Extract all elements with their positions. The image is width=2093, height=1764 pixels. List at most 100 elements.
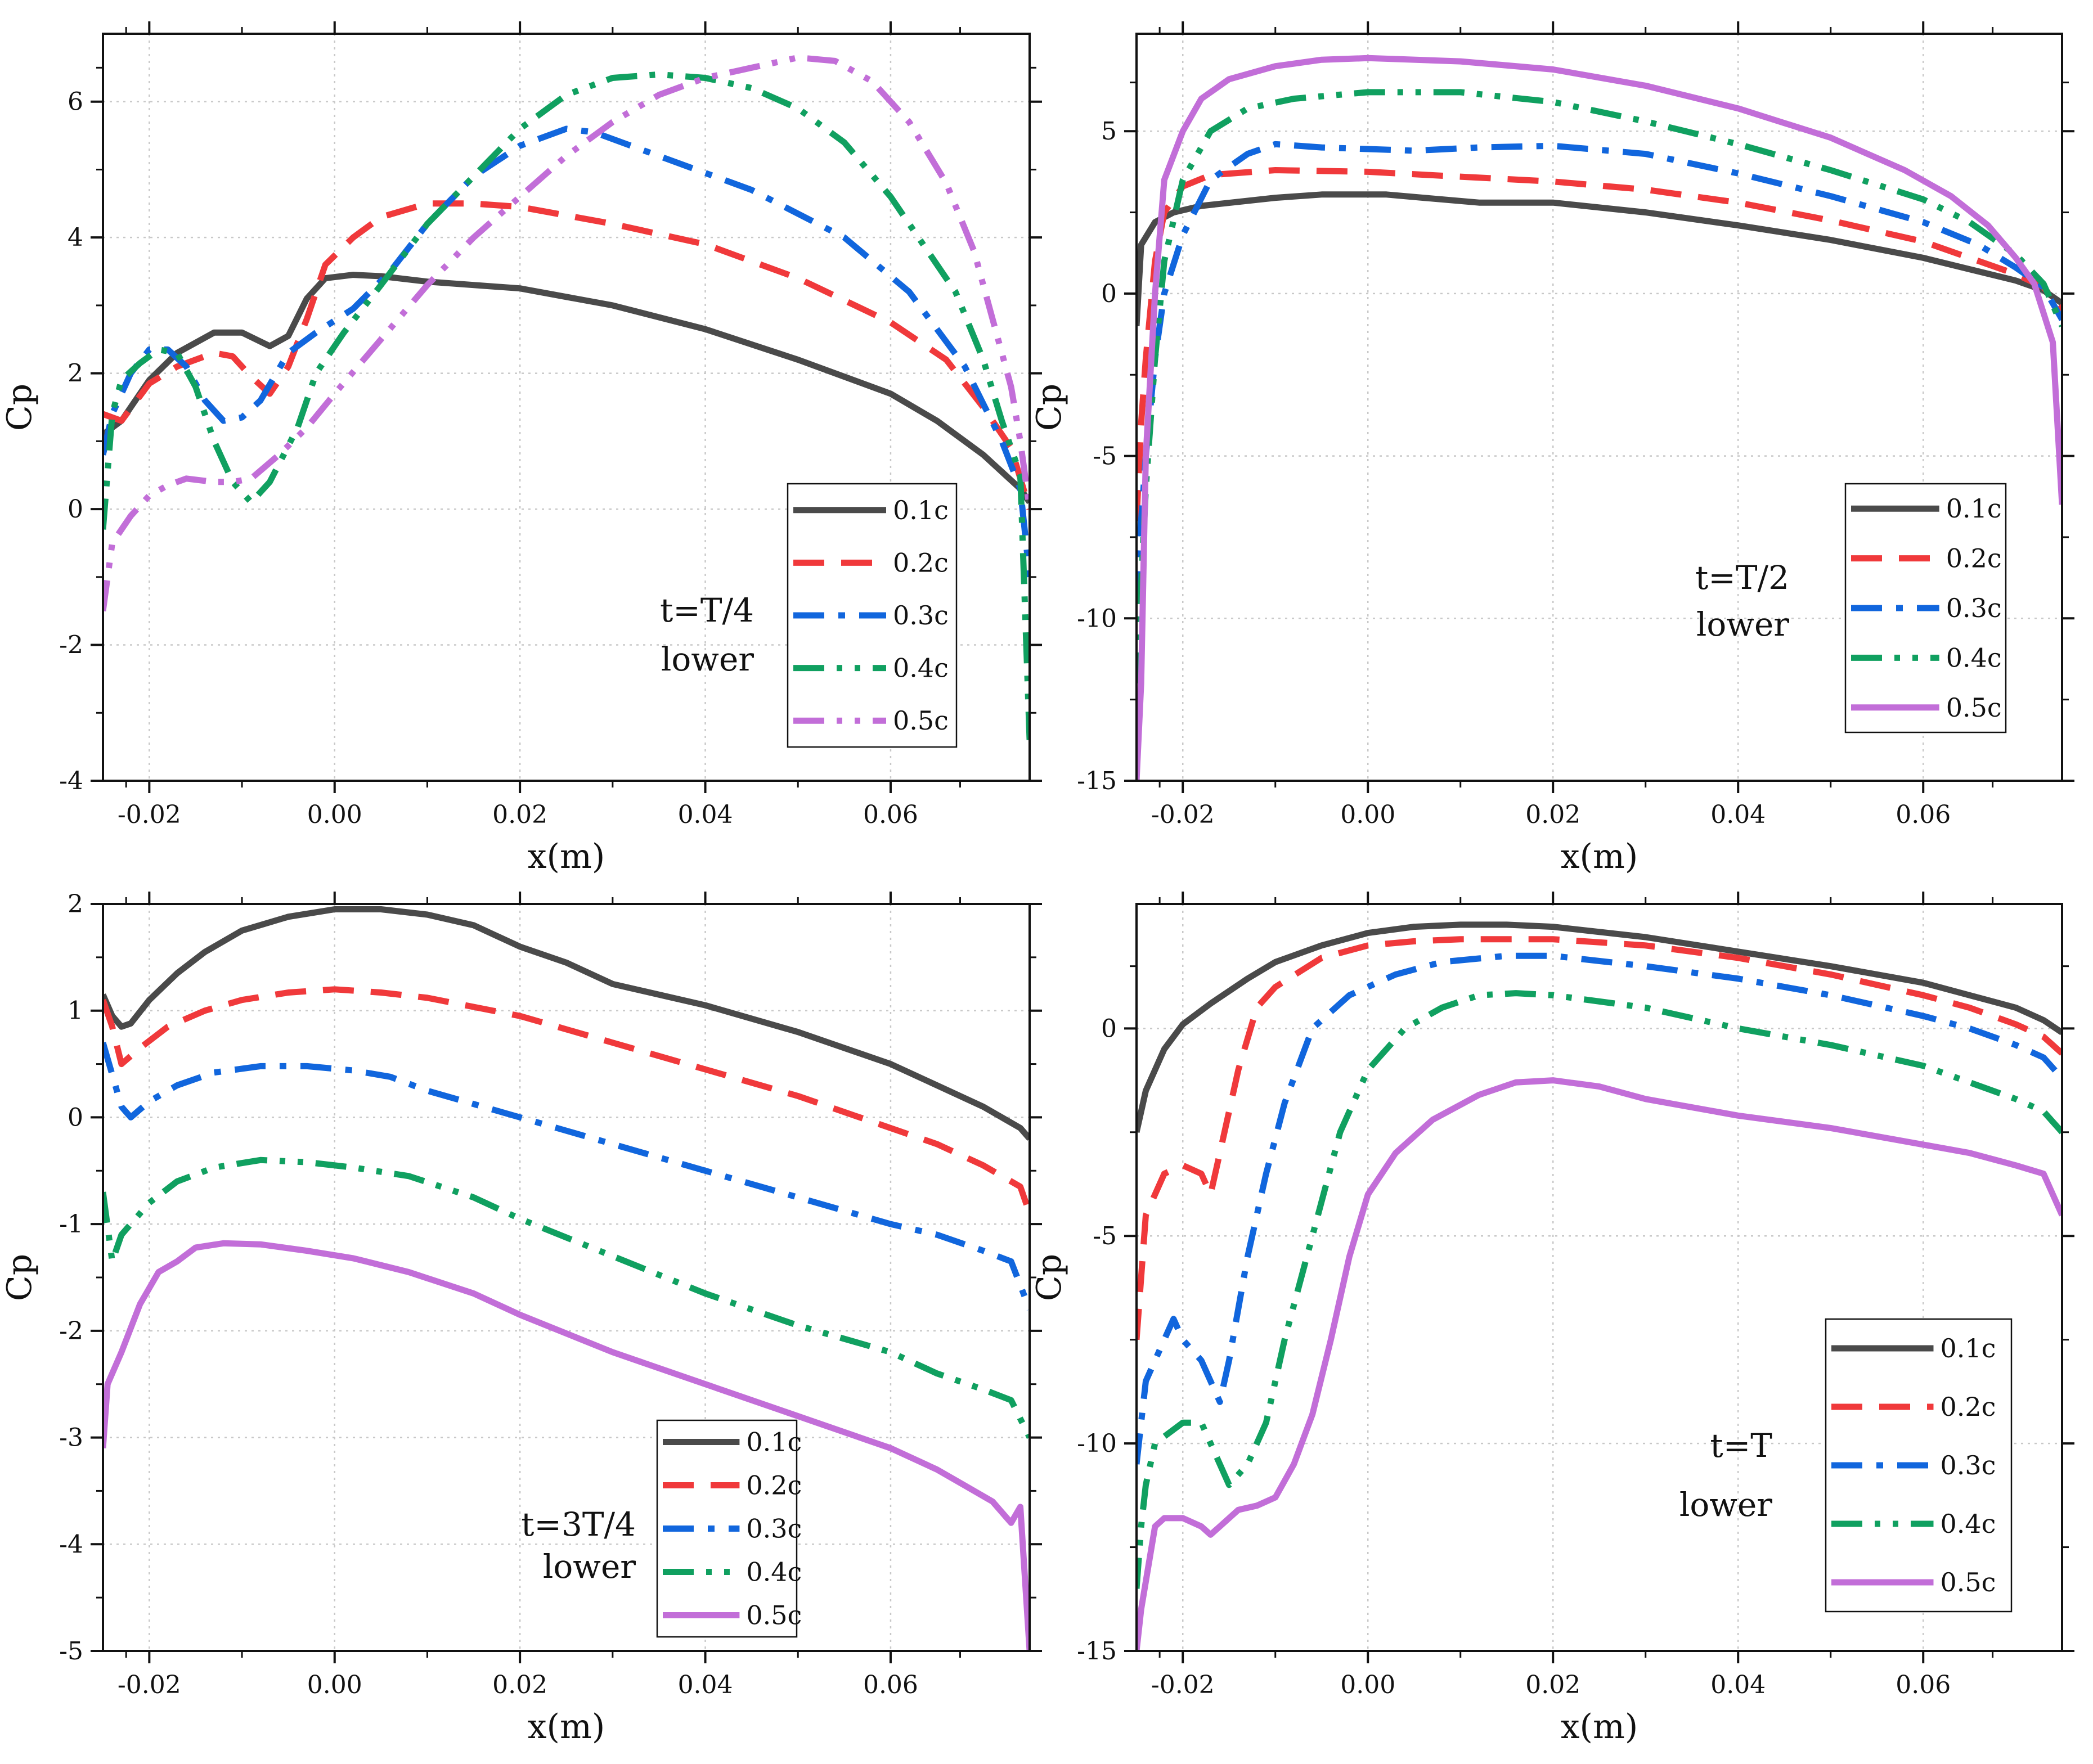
y-tick-label: 2 <box>68 890 83 919</box>
chart-panel-2: -0.02 0.00 0.02 0.04 0.06 -15 -10 -5 0 5 x(m) Cp t=T… <box>1030 21 2074 876</box>
series-line-0.4c <box>103 71 1030 740</box>
x-tick-label: 0.02 <box>492 1671 547 1699</box>
series-group <box>103 54 1030 740</box>
legend-label: 0.2c <box>1946 543 2002 574</box>
series-group <box>103 906 1030 1651</box>
annotation-text: lower <box>543 1547 636 1586</box>
y-tick-label: 0 <box>1101 280 1117 308</box>
chart-panel-1: -0.02 0.00 0.02 0.04 0.06 -4 -2 0 2 4 6 x(m) Cp t=T/4… <box>0 21 1042 876</box>
x-tick-label: 0.04 <box>678 800 733 829</box>
plot-frame <box>102 33 1031 782</box>
y-tick-label: -5 <box>59 1637 83 1666</box>
y-axis-label: Cp <box>1030 384 1069 431</box>
series-line-0.1c <box>103 272 1030 505</box>
legend: 0.1c 0.2c 0.3c 0.4c 0.5c <box>1825 1318 2013 1613</box>
y-axis-label: Cp <box>0 384 39 431</box>
y-tick-label: -10 <box>1077 1429 1117 1458</box>
legend-label: 0.3c <box>1946 593 2002 623</box>
series-line-0.2c <box>103 200 1030 510</box>
y-tick-label: -2 <box>59 631 83 660</box>
y-tick-label: 1 <box>68 997 83 1025</box>
legend-label: 0.4c <box>1941 1509 1996 1539</box>
legend: 0.1c 0.2c 0.3c 0.4c 0.5c <box>656 1419 802 1638</box>
y-tick-label: 6 <box>68 88 83 116</box>
y-tick-label: 0 <box>68 495 83 524</box>
y-tick-label: -4 <box>59 767 83 795</box>
x-axis-label: x(m) <box>1561 1707 1638 1747</box>
annotation-text: lower <box>1679 1486 1772 1524</box>
x-tick-label: 0.00 <box>1340 1671 1395 1699</box>
x-tick-label: 0.00 <box>307 800 362 829</box>
legend-label: 0.5c <box>1941 1567 1996 1598</box>
series-line-0.5c <box>1137 55 2062 781</box>
x-tick-label: 0.04 <box>1710 1671 1766 1699</box>
legend-label: 0.1c <box>746 1427 802 1457</box>
series-line-0.3c <box>103 1042 1030 1311</box>
legend-label: 0.2c <box>893 547 949 578</box>
legend-label: 0.1c <box>1946 493 2002 524</box>
x-tick-label: -0.02 <box>118 1671 181 1699</box>
legend-label: 0.4c <box>893 653 949 683</box>
x-axis-label: x(m) <box>528 1707 605 1747</box>
y-axis-label: Cp <box>1030 1254 1069 1301</box>
x-tick-label: 0.00 <box>307 1671 362 1699</box>
legend-label: 0.4c <box>1946 642 2002 673</box>
plot-frame <box>1135 33 2063 782</box>
y-tick-label: -15 <box>1077 767 1117 795</box>
chart-panel-4: -0.02 0.00 0.02 0.04 0.06 -15 -10 -5 0 x(m) Cp t=T l… <box>1030 892 2074 1747</box>
y-axis-label: Cp <box>0 1254 39 1301</box>
x-tick-label: 0.02 <box>1525 800 1580 829</box>
y-tick-label: -5 <box>1093 442 1117 471</box>
series-line-0.4c <box>103 1156 1030 1439</box>
legend-label: 0.3c <box>746 1514 802 1544</box>
x-tick-label: -0.02 <box>1151 1671 1215 1699</box>
y-tick-label: 5 <box>1101 117 1117 146</box>
legend-label: 0.4c <box>746 1557 802 1587</box>
x-tick-label: 0.06 <box>1896 1671 1951 1699</box>
legend-label: 0.3c <box>1941 1450 1996 1480</box>
y-tick-label: -4 <box>59 1530 83 1559</box>
legend-label: 0.5c <box>1946 692 2002 723</box>
series-line-0.5c <box>103 54 1030 611</box>
ticks <box>91 892 1042 1663</box>
y-tick-label: -5 <box>1093 1222 1117 1250</box>
y-tick-label: -10 <box>1077 604 1117 633</box>
legend-label: 0.3c <box>893 600 949 631</box>
y-tick-label: -1 <box>59 1210 83 1239</box>
y-tick-label: -3 <box>59 1424 83 1452</box>
series-line-0.1c <box>103 906 1030 1141</box>
y-tick-label: -2 <box>59 1317 83 1346</box>
x-tick-label: -0.02 <box>1151 800 1215 829</box>
y-tick-label: 2 <box>68 359 83 388</box>
x-tick-label: 0.06 <box>1896 800 1951 829</box>
legend: 0.1c 0.2c 0.3c 0.4c 0.5c <box>787 483 958 748</box>
series-line-0.1c <box>1137 921 2062 1133</box>
series-line-0.2c <box>103 986 1030 1215</box>
series-line-0.3c <box>103 125 1030 578</box>
annotation-text: t=T <box>1710 1426 1772 1465</box>
annotation-text: t=T/4 <box>660 591 754 629</box>
legend-label: 0.5c <box>893 705 949 736</box>
legend-label: 0.2c <box>746 1470 802 1501</box>
series-line-0.2c <box>1137 936 2062 1340</box>
y-tick-label: -15 <box>1077 1637 1117 1666</box>
y-tick-label: 4 <box>68 223 83 252</box>
series-group <box>1137 55 2062 781</box>
legend: 0.1c 0.2c 0.3c 0.4c 0.5c <box>1844 483 2007 734</box>
chart-panel-3: -0.02 0.00 0.02 0.04 0.06 -5 -4 -3 -2 -1 0 1 2 x(m) Cp… <box>0 890 1042 1747</box>
x-tick-label: 0.02 <box>1525 1671 1580 1699</box>
x-tick-label: 0.04 <box>1710 800 1766 829</box>
legend-label: 0.5c <box>746 1600 802 1631</box>
x-tick-label: 0.06 <box>863 1671 918 1699</box>
series-line-0.4c <box>1137 89 2062 684</box>
legend-label: 0.1c <box>1941 1333 1996 1364</box>
ticks <box>91 21 1042 793</box>
y-tick-label: 0 <box>68 1103 83 1132</box>
annotation-text: lower <box>1696 605 1789 644</box>
ticks <box>1124 21 2074 793</box>
series-line-0.4c <box>1137 990 2062 1589</box>
x-tick-label: -0.02 <box>118 800 181 829</box>
series-group <box>1137 921 2062 1651</box>
